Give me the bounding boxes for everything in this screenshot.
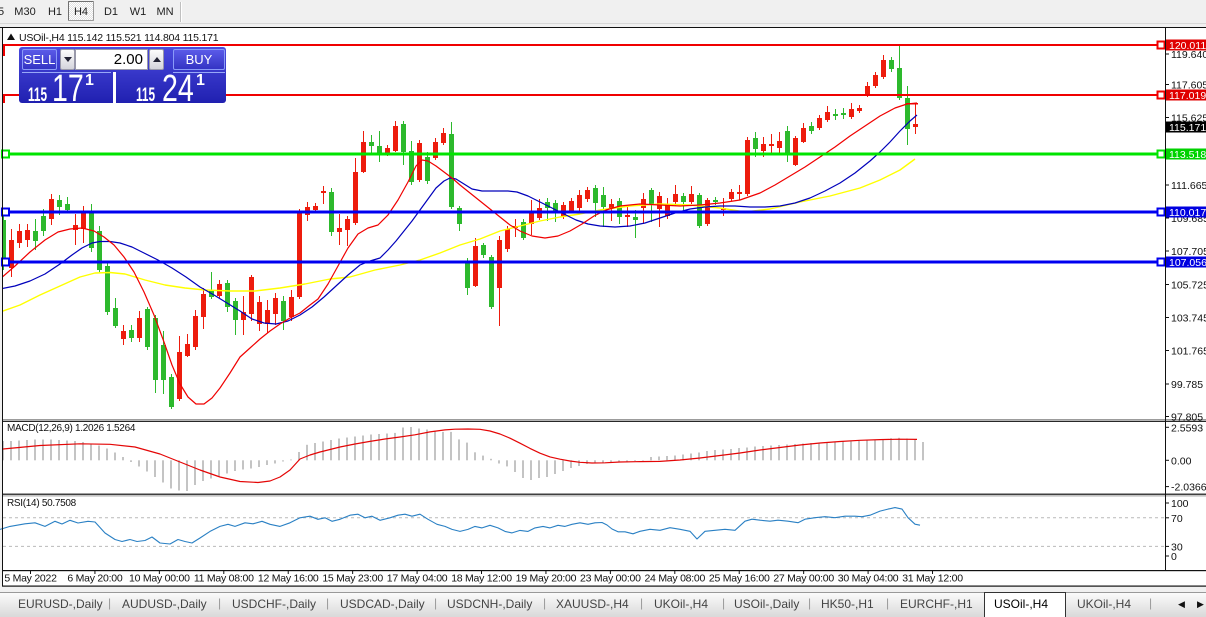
svg-text:107.056: 107.056 <box>1169 257 1206 269</box>
svg-text:11 May 08:00: 11 May 08:00 <box>194 573 254 585</box>
svg-text:105.725: 105.725 <box>1171 280 1206 292</box>
svg-text:101.765: 101.765 <box>1171 346 1206 358</box>
svg-text:27 May 00:00: 27 May 00:00 <box>773 573 834 585</box>
svg-text:0: 0 <box>1171 551 1177 563</box>
svg-text:97.805: 97.805 <box>1171 412 1203 424</box>
svg-text:18 May 12:00: 18 May 12:00 <box>451 573 512 585</box>
svg-text:30 May 04:00: 30 May 04:00 <box>838 573 899 585</box>
svg-text:MACD(12,26,9) 1.2026 1.5264: MACD(12,26,9) 1.2026 1.5264 <box>7 423 136 434</box>
svg-text:5 May 2022: 5 May 2022 <box>4 573 57 585</box>
svg-text:119.640: 119.640 <box>1171 49 1206 61</box>
svg-text:19 May 20:00: 19 May 20:00 <box>516 573 577 585</box>
svg-text:111.665: 111.665 <box>1171 180 1206 192</box>
svg-text:2.5593: 2.5593 <box>1171 422 1203 434</box>
svg-text:15 May 23:00: 15 May 23:00 <box>322 573 383 585</box>
svg-text:0.00: 0.00 <box>1171 455 1192 467</box>
svg-text:107.705: 107.705 <box>1171 246 1206 258</box>
svg-text:70: 70 <box>1171 513 1183 525</box>
svg-text:115.171: 115.171 <box>1169 122 1206 134</box>
svg-text:99.785: 99.785 <box>1171 379 1203 391</box>
svg-text:117.019: 117.019 <box>1169 90 1206 102</box>
svg-text:10 May 00:00: 10 May 00:00 <box>129 573 190 585</box>
svg-text:120.011: 120.011 <box>1169 40 1206 52</box>
svg-text:100: 100 <box>1171 498 1189 510</box>
svg-text:25 May 16:00: 25 May 16:00 <box>709 573 770 585</box>
svg-text:30: 30 <box>1171 541 1183 553</box>
svg-text:6 May 20:00: 6 May 20:00 <box>67 573 122 585</box>
svg-text:113.518: 113.518 <box>1169 149 1206 161</box>
svg-text:USOil-,H4 115.142 115.521 114: USOil-,H4 115.142 115.521 114.804 115.17… <box>19 32 219 44</box>
svg-text:23 May 00:00: 23 May 00:00 <box>580 573 641 585</box>
svg-text:17 May 04:00: 17 May 04:00 <box>387 573 448 585</box>
svg-text:24 May 08:00: 24 May 08:00 <box>644 573 705 585</box>
svg-text:103.745: 103.745 <box>1171 313 1206 325</box>
svg-text:117.605: 117.605 <box>1171 80 1206 92</box>
svg-text:-2.0366: -2.0366 <box>1171 482 1206 494</box>
svg-text:RSI(14) 50.7508: RSI(14) 50.7508 <box>7 498 77 509</box>
svg-text:110.017: 110.017 <box>1169 207 1206 219</box>
svg-text:31 May 12:00: 31 May 12:00 <box>902 573 963 585</box>
svg-text:12 May 16:00: 12 May 16:00 <box>258 573 319 585</box>
